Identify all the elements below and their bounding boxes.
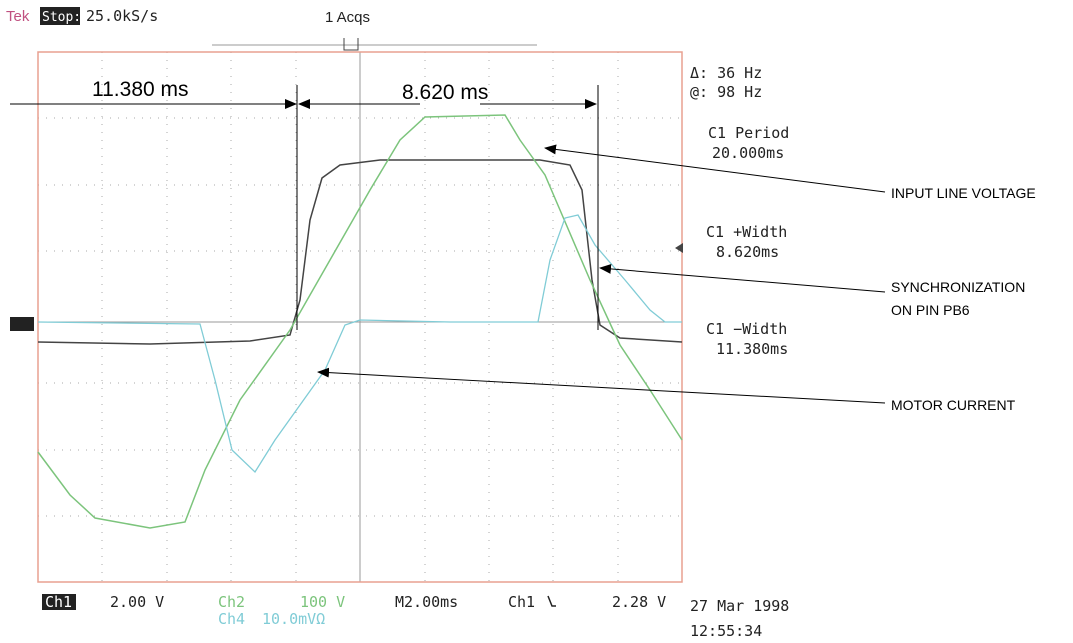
- readout: C1 +Width: [706, 223, 787, 241]
- acqs: 1 Acqs: [325, 9, 370, 26]
- trig-ch: Ch1: [508, 593, 535, 611]
- readout: @: 98 Hz: [690, 83, 762, 101]
- readout: 20.000ms: [712, 144, 784, 162]
- trace-ch4: [37, 214, 682, 474]
- readout: C1 Period: [708, 124, 789, 142]
- readout: 11.380ms: [716, 340, 788, 358]
- readout: C1 −Width: [706, 320, 787, 338]
- rate: 25.0kS/s: [86, 7, 158, 25]
- ch4: Ch4: [218, 610, 245, 628]
- ch1-scale: 2.00 V: [110, 593, 164, 611]
- time: 12:55:34: [690, 622, 762, 640]
- brand: Tek: [6, 8, 30, 25]
- slope-icon: [547, 595, 556, 607]
- stop-bg: [40, 7, 80, 25]
- date: 27 Mar 1998: [690, 597, 789, 615]
- high-time: 8.620 ms: [402, 81, 488, 104]
- readout: Δ: 36 Hz: [690, 64, 762, 82]
- trace-ch2: [37, 114, 683, 529]
- ch1-marker: [10, 317, 34, 331]
- screen-border: [37, 51, 683, 583]
- trigger-marker: [343, 38, 359, 51]
- graticule: [38, 52, 682, 582]
- arrow-input: [544, 144, 886, 193]
- state: Stop:: [42, 10, 81, 25]
- arrow-sync: [599, 263, 886, 293]
- low-time: 11.380 ms: [92, 78, 189, 101]
- arrow-motor: [317, 367, 886, 404]
- ch1-bg: [42, 594, 76, 610]
- timebase: M2.00ms: [395, 593, 458, 611]
- ch4-scale: 10.0mVΩ: [262, 610, 325, 628]
- readout: 8.620ms: [716, 243, 779, 261]
- label-motor: MOTOR CURRENT: [891, 397, 1016, 413]
- label-sync: SYNCHRONIZATION: [891, 279, 1025, 295]
- ch2: Ch2: [218, 593, 245, 611]
- trig-level: 2.28 V: [612, 593, 666, 611]
- level-marker: [675, 243, 683, 253]
- trace-ch1: [37, 159, 683, 345]
- label-input: INPUT LINE VOLTAGE: [891, 185, 1036, 201]
- ch1: Ch1: [45, 593, 72, 611]
- ch2-scale: 100 V: [300, 593, 345, 611]
- label-sync: ON PIN PB6: [891, 302, 970, 318]
